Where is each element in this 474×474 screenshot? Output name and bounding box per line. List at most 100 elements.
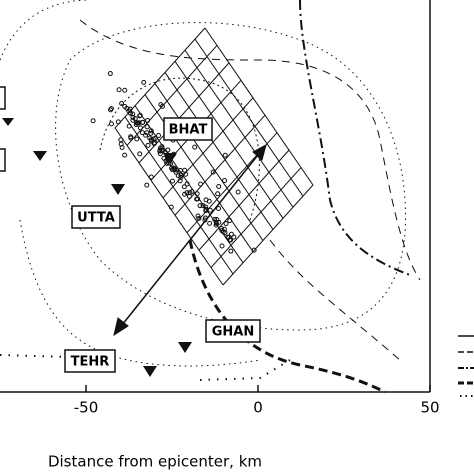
aftershock	[115, 119, 121, 125]
aftershock	[133, 120, 139, 126]
aftershock	[183, 171, 189, 177]
isoseismal	[0, 354, 291, 381]
station-label: UTTA	[77, 211, 115, 226]
aftershock	[184, 190, 190, 196]
grid-line	[174, 61, 284, 219]
aftershock	[214, 216, 220, 222]
aftershock	[223, 221, 229, 227]
aftershock	[122, 152, 128, 158]
station-box	[64, 349, 116, 373]
grid-line	[194, 38, 304, 197]
grid-line	[162, 97, 254, 199]
aftershock	[222, 177, 228, 183]
grid-line	[184, 49, 294, 208]
aftershock	[162, 149, 168, 155]
aftershock	[158, 102, 164, 108]
aftershock	[108, 106, 114, 112]
station-box	[163, 117, 213, 141]
aftershock	[127, 110, 133, 116]
aftershock	[156, 133, 162, 139]
aftershock	[144, 124, 150, 130]
aftershock	[139, 130, 145, 136]
grid	[114, 27, 314, 286]
aftershock	[203, 197, 209, 203]
aftershock	[228, 231, 234, 237]
aftershock	[173, 169, 179, 175]
fault	[188, 239, 386, 394]
aftershock	[118, 141, 124, 147]
axis-arrow	[117, 239, 191, 331]
aftershock	[213, 219, 219, 225]
aftershock	[200, 203, 206, 209]
x-tick-label: 50	[420, 399, 439, 417]
aftershock	[215, 191, 221, 197]
aftershock	[168, 204, 174, 210]
aftershock	[221, 226, 227, 232]
contour	[299, 0, 411, 276]
aftershock	[108, 121, 114, 127]
aftershock	[168, 160, 174, 166]
aftershock	[144, 182, 150, 188]
station-box	[71, 205, 121, 229]
aftershock	[184, 181, 190, 187]
aftershock	[148, 174, 154, 180]
aftershock	[122, 104, 128, 110]
x-tick-label: 0	[253, 399, 263, 417]
station-label: BHAT	[169, 123, 208, 138]
aftershocks	[90, 71, 257, 254]
aftershock	[207, 207, 213, 213]
aftershock	[90, 118, 96, 124]
aftershock	[177, 178, 183, 184]
aftershock	[107, 71, 113, 77]
aftershock	[227, 218, 233, 224]
aftershock	[192, 144, 198, 150]
aftershock	[194, 196, 200, 202]
station-box	[0, 148, 6, 172]
aftershock	[169, 167, 175, 173]
aftershock	[148, 130, 154, 136]
aftershock	[145, 117, 151, 123]
grid-line	[124, 116, 234, 275]
grid-line	[222, 184, 314, 286]
grid-line	[154, 83, 264, 241]
legend-lines	[458, 335, 474, 397]
aftershock	[226, 234, 232, 240]
aftershock	[134, 136, 140, 142]
aftershock	[128, 134, 134, 140]
aftershock	[177, 168, 183, 174]
aftershock	[182, 167, 188, 173]
aftershock	[164, 155, 170, 161]
aftershock	[171, 151, 177, 157]
isoseismal	[55, 22, 407, 331]
axis-arrow	[189, 149, 263, 241]
aftershock	[161, 155, 167, 161]
aftershock	[172, 167, 178, 173]
aftershock	[130, 114, 136, 120]
aftershock	[116, 87, 122, 93]
aftershock	[219, 243, 225, 249]
grid-line	[186, 132, 278, 234]
aftershock	[203, 204, 209, 210]
aftershock	[228, 248, 234, 254]
x-tick-label: -50	[74, 399, 99, 417]
aftershock	[196, 215, 202, 221]
aftershock	[187, 190, 193, 196]
grid-line	[164, 72, 274, 230]
aftershock	[126, 123, 132, 129]
grid-line	[138, 62, 230, 164]
arrowhead	[113, 317, 129, 337]
aftershock	[213, 222, 219, 228]
aftershock	[222, 152, 228, 158]
aftershock	[195, 213, 201, 219]
aftershock	[218, 226, 224, 232]
station-label: TEHR	[71, 355, 110, 370]
aftershock	[118, 137, 124, 143]
aftershock	[122, 87, 128, 93]
aftershock	[145, 142, 151, 148]
aftershock	[169, 178, 175, 184]
aftershock	[137, 151, 143, 157]
aftershock	[157, 148, 163, 154]
aftershock	[194, 191, 200, 197]
aftershock	[207, 220, 213, 226]
